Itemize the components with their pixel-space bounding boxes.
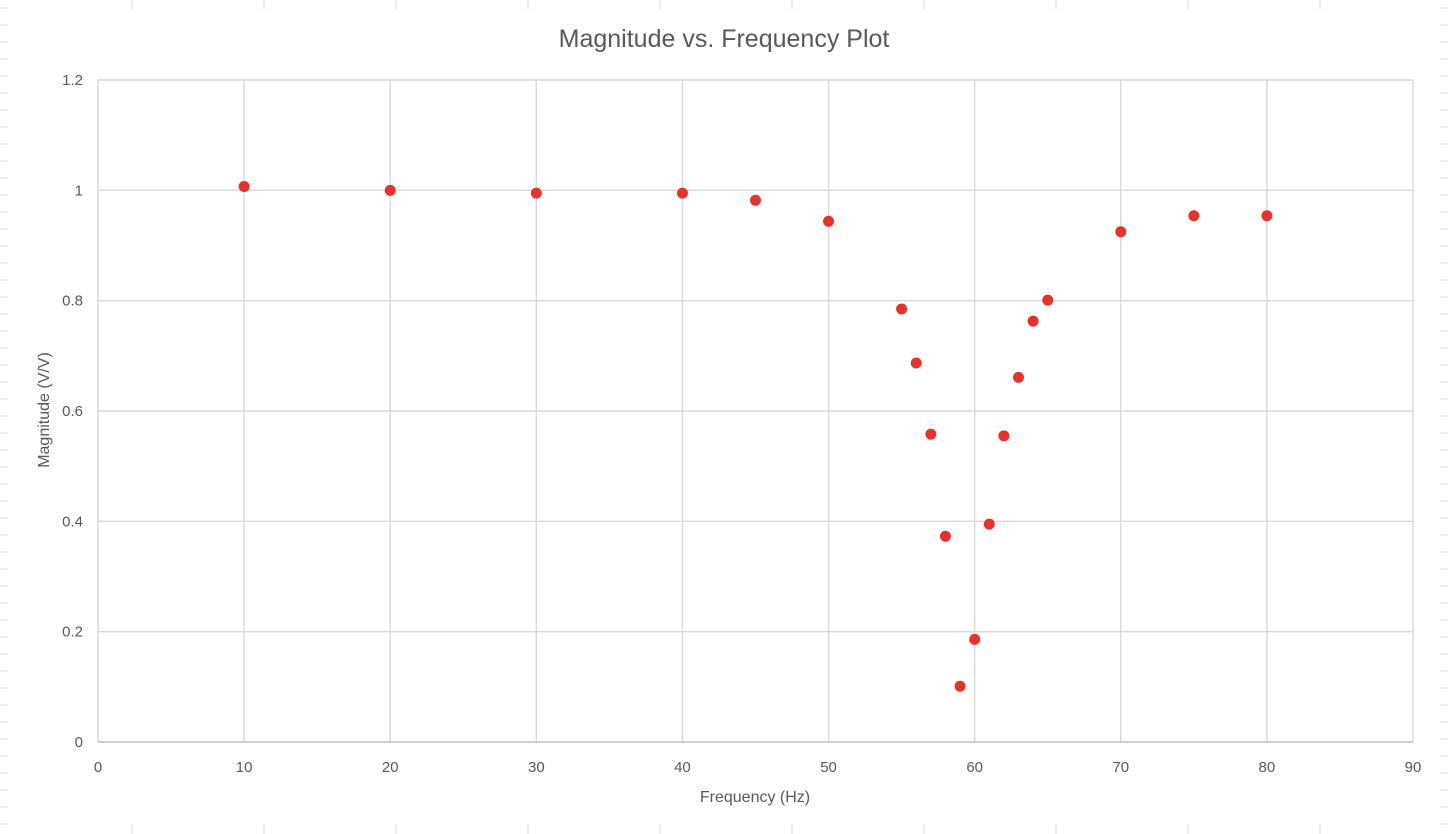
- x-tick-label: 90: [1405, 759, 1422, 776]
- data-point: [998, 430, 1010, 442]
- data-point: [1188, 210, 1200, 222]
- data-point: [1027, 315, 1039, 327]
- x-tick-label: 30: [528, 759, 545, 776]
- x-tick-label: 0: [94, 759, 102, 776]
- y-tick-label: 0.4: [62, 513, 83, 530]
- x-tick-label: 20: [382, 759, 399, 776]
- data-point: [823, 215, 835, 227]
- x-tick-label: 70: [1112, 759, 1129, 776]
- data-point: [925, 428, 937, 440]
- x-tick-label: 60: [966, 759, 983, 776]
- data-point: [750, 194, 761, 206]
- y-tick-label: 0: [75, 734, 83, 751]
- chart-title: Magnitude vs. Frequency Plot: [559, 25, 890, 53]
- data-point: [1042, 294, 1054, 306]
- x-axis-tick-labels: 0 10 20 30 40 50 60 70 80 90: [94, 759, 1422, 776]
- data-points: [238, 180, 1273, 692]
- data-point: [910, 357, 922, 369]
- y-tick-label: 0.2: [62, 624, 83, 641]
- x-tick-label: 10: [236, 759, 253, 776]
- data-point: [1115, 226, 1127, 238]
- y-axis-tick-labels: 0 0.2 0.4 0.6 0.8 1 1.2: [62, 72, 83, 751]
- data-point: [1013, 371, 1024, 383]
- data-point: [969, 633, 981, 645]
- x-tick-label: 40: [674, 759, 691, 776]
- data-point: [939, 530, 951, 542]
- data-point: [238, 180, 250, 192]
- y-axis-title: Magnitude (V/V): [36, 352, 53, 468]
- data-point: [954, 680, 966, 692]
- data-point: [530, 187, 542, 199]
- y-tick-label: 1: [75, 182, 83, 199]
- data-point: [1261, 210, 1273, 222]
- data-point: [983, 518, 995, 530]
- data-point: [384, 184, 396, 196]
- plot-gridlines: [97, 79, 1414, 742]
- x-tick-label: 80: [1259, 759, 1276, 776]
- data-point: [896, 303, 908, 315]
- y-tick-label: 0.6: [62, 403, 83, 420]
- y-tick-label: 1.2: [62, 72, 83, 89]
- x-axis-title: Frequency (Hz): [700, 789, 810, 806]
- y-tick-label: 0.8: [62, 293, 83, 310]
- data-point: [676, 187, 688, 199]
- x-tick-label: 50: [820, 759, 837, 776]
